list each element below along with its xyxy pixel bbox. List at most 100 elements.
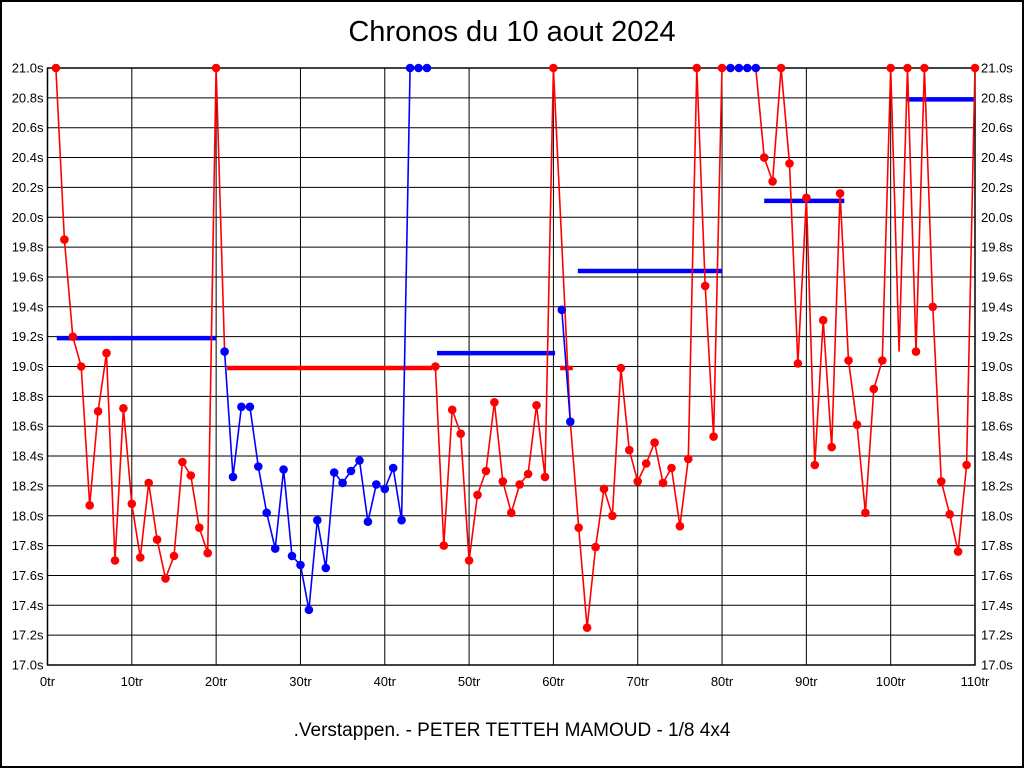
lap-point	[380, 484, 390, 494]
lap-point	[270, 544, 280, 553]
lap-point	[405, 63, 415, 73]
y-tick-label-left: 17.2s	[12, 628, 44, 643]
y-tick-label-left: 19.4s	[12, 299, 44, 314]
lap-point	[186, 471, 196, 480]
lap-point	[793, 359, 803, 368]
lap-line	[561, 309, 572, 422]
red-laps-series	[51, 63, 980, 632]
lap-point	[464, 556, 474, 565]
lap-point	[700, 281, 710, 291]
lap-point	[136, 553, 145, 562]
lap-point	[776, 63, 786, 73]
lap-point	[751, 63, 761, 73]
lap-point	[835, 189, 845, 198]
y-tick-label-left: 18.2s	[12, 478, 44, 493]
lap-point	[447, 405, 457, 415]
lap-point	[68, 332, 78, 342]
lap-point	[346, 466, 356, 476]
lap-point	[169, 551, 179, 561]
lap-point	[532, 401, 541, 410]
lap-point	[144, 478, 153, 488]
x-tick-label: 100tr	[876, 674, 906, 689]
lap-point	[439, 541, 449, 550]
lap-point	[827, 442, 836, 452]
lap-point	[237, 402, 246, 412]
lap-point	[608, 511, 617, 521]
lap-point	[717, 63, 727, 73]
lap-point	[321, 563, 331, 573]
lap-point	[60, 235, 69, 244]
lap-point	[953, 547, 963, 556]
y-tick-label-left: 19.0s	[12, 359, 44, 374]
lap-point	[599, 484, 609, 494]
grid	[47, 67, 976, 666]
lap-point	[886, 63, 895, 73]
lap-point	[228, 472, 238, 482]
y-tick-label-right: 19.4s	[981, 299, 1013, 314]
lap-point	[431, 362, 440, 371]
lap-point	[523, 469, 533, 479]
lap-point	[203, 548, 212, 558]
lap-point	[743, 63, 752, 73]
lap-point	[422, 63, 432, 73]
lap-point	[633, 477, 642, 486]
lap-point	[388, 463, 398, 473]
y-tick-label-left: 21.0s	[12, 61, 44, 76]
y-tick-label-right: 18.4s	[981, 449, 1013, 464]
y-tick-label-left: 17.4s	[12, 598, 44, 613]
lap-point	[945, 510, 954, 519]
lap-point	[667, 463, 676, 473]
lap-point	[490, 398, 499, 407]
lap-point	[903, 63, 912, 73]
x-tick-label: 30tr	[289, 674, 312, 689]
x-tick-label: 0tr	[40, 674, 56, 689]
lap-point	[878, 356, 887, 365]
x-tick-label: 50tr	[458, 674, 481, 689]
lap-point	[574, 523, 583, 532]
lap-line	[434, 67, 976, 628]
lap-point	[852, 420, 862, 430]
page-title: Chronos du 10 aout 2024	[348, 16, 676, 48]
y-tick-label-right: 17.8s	[981, 538, 1013, 553]
lap-point	[363, 517, 373, 526]
lap-point	[262, 508, 272, 518]
lap-point	[414, 63, 423, 73]
plot-border	[46, 67, 976, 666]
lap-point	[692, 63, 702, 73]
y-tick-label-right: 18.2s	[981, 478, 1013, 493]
lap-point	[970, 63, 980, 73]
lap-point	[785, 159, 794, 168]
y-tick-label-right: 19.2s	[981, 329, 1013, 344]
lap-point	[127, 499, 137, 509]
lap-point	[802, 193, 811, 203]
y-tick-label-right: 17.0s	[981, 658, 1013, 673]
y-tick-label-right: 20.2s	[981, 180, 1013, 195]
lap-point	[498, 477, 508, 486]
lap-point	[397, 515, 406, 525]
stint-average-lines	[56, 97, 975, 371]
y-tick-label-left: 20.2s	[12, 180, 44, 195]
lap-line	[55, 67, 226, 582]
y-tick-label-right: 17.6s	[981, 568, 1013, 583]
y-tick-label-right: 20.8s	[981, 90, 1013, 105]
x-tick-label: 10tr	[121, 674, 144, 689]
y-tick-label-left: 18.6s	[12, 419, 44, 434]
lap-point	[51, 63, 61, 73]
lap-point	[641, 459, 651, 468]
lap-point	[102, 348, 111, 358]
lap-point	[566, 417, 575, 427]
lap-point	[818, 315, 828, 325]
lap-point	[759, 153, 769, 162]
blue-laps-series	[220, 63, 761, 615]
lap-point	[549, 63, 558, 73]
y-tick-label-right: 17.4s	[981, 598, 1013, 613]
lap-point	[245, 402, 255, 412]
lap-point	[928, 302, 938, 312]
lap-point	[726, 63, 735, 73]
lap-point	[355, 456, 364, 465]
lap-point	[93, 407, 103, 416]
y-tick-label-left: 18.0s	[12, 508, 44, 523]
x-tick-label: 70tr	[627, 674, 650, 689]
lap-point	[844, 356, 853, 365]
lap-point	[937, 477, 946, 486]
